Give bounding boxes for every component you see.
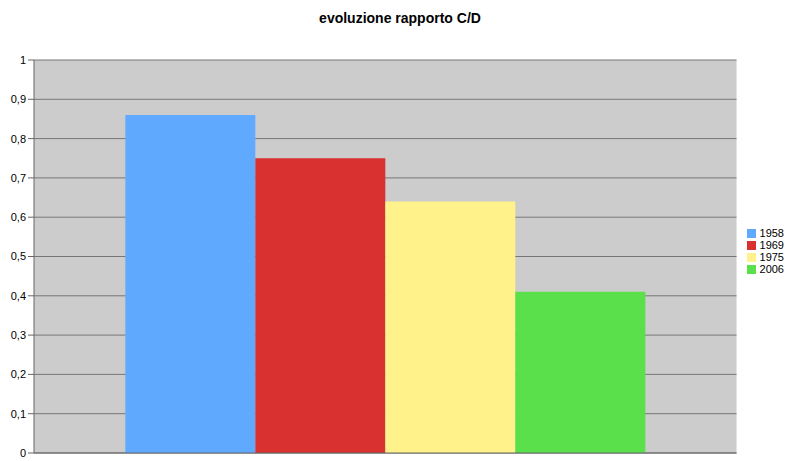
svg-text:0,7: 0,7 — [11, 172, 26, 184]
svg-text:0,5: 0,5 — [11, 250, 26, 262]
html-text:1958: 1958 — [759, 226, 784, 239]
html-text:2006: 2006 — [759, 262, 784, 275]
svg-text:0,4: 0,4 — [11, 290, 26, 302]
svg-text:0: 0 — [20, 447, 26, 459]
svg-text:0,6: 0,6 — [11, 211, 26, 223]
svg-text:0,2: 0,2 — [11, 368, 26, 380]
svg-text:0,8: 0,8 — [11, 133, 26, 145]
html-text:1975: 1975 — [759, 250, 784, 263]
html-text:1969: 1969 — [759, 238, 784, 251]
svg-text:0,9: 0,9 — [11, 93, 26, 105]
svg-text:0,3: 0,3 — [11, 329, 26, 341]
svg-text:0,1: 0,1 — [11, 408, 26, 420]
html-text:evoluzione rapporto C/D: evoluzione rapporto C/D — [319, 10, 481, 26]
svg-text:1: 1 — [20, 54, 26, 66]
